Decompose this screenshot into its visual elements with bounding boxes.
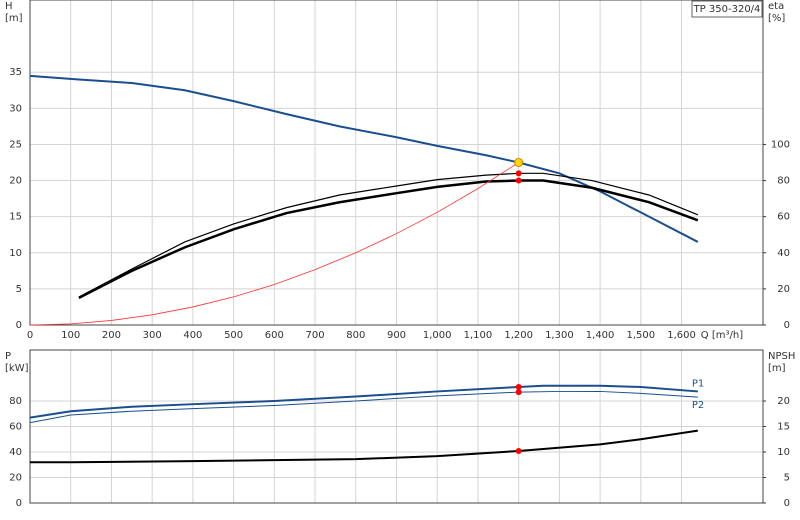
y-tick-label: 20: [9, 176, 22, 187]
y-tick-label: 0: [16, 320, 22, 331]
curve: [29, 74, 699, 243]
x-tick-label: 700: [306, 330, 325, 341]
operating-point: [515, 170, 522, 177]
y2-tick-label: 0: [784, 320, 790, 331]
y-axis-label: H: [5, 1, 13, 12]
y2-tick-label: 20: [777, 396, 790, 407]
y2-tick-label: 100: [771, 139, 790, 150]
x-tick-label: 400: [183, 330, 202, 341]
legend-label: P2: [692, 400, 704, 411]
x-tick-label: 300: [143, 330, 162, 341]
x-tick-label: 0: [27, 330, 33, 341]
x-tick-label: 1,400: [586, 330, 615, 341]
x-tick-label: 900: [387, 330, 406, 341]
y-tick-label: 20: [9, 473, 22, 484]
x-tick-label: 1,100: [464, 330, 493, 341]
y-tick-label: 25: [9, 139, 22, 150]
x-tick-label: 100: [61, 330, 80, 341]
operating-point: [515, 177, 522, 184]
y2-tick-label: 15: [777, 422, 790, 433]
y-axis-label: P: [5, 351, 11, 362]
curve: [30, 429, 698, 464]
operating-point: [514, 158, 524, 167]
curve: [29, 162, 519, 326]
y2-axis-label: NPSH: [768, 351, 795, 362]
y2-axis-label: eta: [768, 1, 784, 12]
x-tick-label: 200: [102, 330, 121, 341]
y2-tick-label: 0: [784, 498, 790, 509]
curve: [78, 172, 699, 298]
y-tick-label: 35: [9, 67, 22, 78]
chart-title: TP 350-320/4: [693, 4, 761, 15]
plot-frame: [29, 349, 764, 504]
curve: [29, 390, 698, 424]
y-tick-label: 30: [9, 103, 22, 114]
y-tick-label: 10: [9, 248, 22, 259]
x-tick-label: 1,600: [667, 330, 696, 341]
y2-tick-label: 5: [784, 473, 790, 484]
x-tick-label: 800: [346, 330, 365, 341]
x-axis-label: Q [m³/h]: [701, 330, 743, 341]
y2-tick-label: 20: [777, 284, 790, 295]
operating-point: [515, 383, 522, 390]
y-tick-label: 15: [9, 212, 22, 223]
y2-tick-label: 80: [777, 176, 790, 187]
x-tick-label: 1,200: [504, 330, 533, 341]
legend-label: P1: [692, 378, 704, 389]
operating-point: [515, 389, 522, 396]
x-tick-label: 500: [224, 330, 243, 341]
operating-point: [515, 447, 522, 454]
x-tick-label: 1,000: [423, 330, 452, 341]
x-tick-label: 1,500: [627, 330, 656, 341]
plot-frame: [29, 0, 764, 326]
y-tick-label: 0: [16, 498, 22, 509]
curve: [29, 384, 698, 419]
y2-tick-label: 40: [777, 248, 790, 259]
y-tick-label: 5: [16, 284, 22, 295]
y2-tick-label: 60: [777, 212, 790, 223]
y2-axis-label: [m]: [768, 363, 786, 374]
y2-tick-label: 10: [777, 447, 790, 458]
title-box: [691, 0, 763, 18]
y-tick-label: 40: [9, 447, 22, 458]
curve: [78, 179, 699, 300]
x-tick-label: 600: [265, 330, 284, 341]
y-axis-label: [m]: [5, 13, 23, 24]
y2-axis-label: [%]: [768, 13, 785, 24]
y-axis-label: [kW]: [5, 363, 29, 374]
x-tick-label: 1,300: [545, 330, 574, 341]
y-tick-label: 80: [9, 396, 22, 407]
y-tick-label: 60: [9, 422, 22, 433]
